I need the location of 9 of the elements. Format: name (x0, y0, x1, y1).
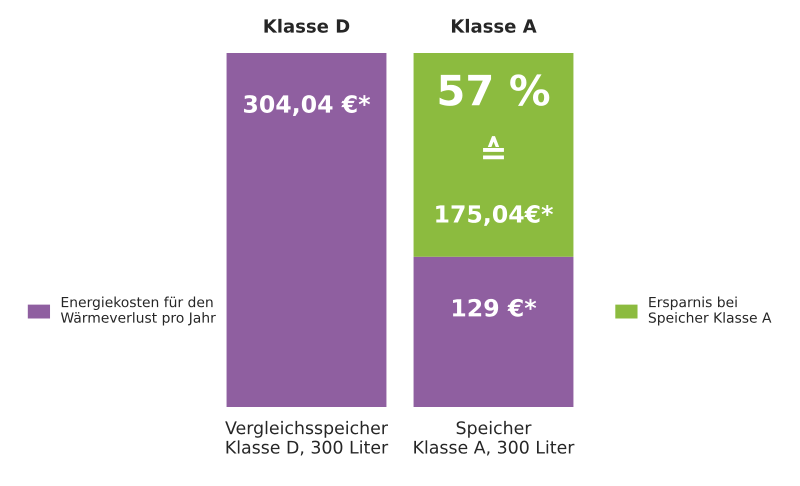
annotation: Klasse D (264, 18, 350, 33)
text: 57 % ≙ 175,04€* (436, 74, 553, 226)
x-tick-label: Vergleichsspeicher Klasse D, 300 Liter (225, 420, 388, 456)
data-label: 304,04 €* (244, 95, 370, 116)
data-label: 129 €* (453, 298, 536, 317)
legend-label: Ersparnis bei Speicher Klasse A (648, 296, 772, 326)
legend-label: Energiekosten für den Wärmeverlust pro Jahr (60, 296, 216, 326)
annotation: Klasse A (452, 18, 537, 33)
x-tick-label: Speicher Klasse A, 300 Liter (414, 420, 574, 456)
